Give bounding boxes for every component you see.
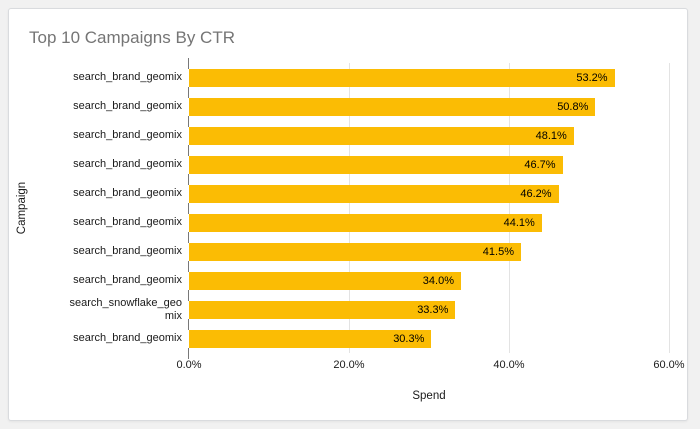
bar[interactable]: 34.0% xyxy=(189,271,461,290)
axis-tick xyxy=(188,173,189,185)
bar[interactable]: 50.8% xyxy=(189,97,596,116)
category-label: search_brand_geomix xyxy=(73,216,182,228)
axis-tick xyxy=(188,57,189,69)
y-axis-title: Campaign xyxy=(16,181,28,235)
bar[interactable]: 33.3% xyxy=(189,300,456,319)
chart-title: Top 10 Campaigns By CTR xyxy=(29,28,235,47)
axis-tick xyxy=(188,115,189,127)
category-label: search_brand_geomix xyxy=(73,187,182,199)
axis-tick xyxy=(188,202,189,214)
category-label: search_brand_geomix xyxy=(73,332,182,344)
bar[interactable]: 46.7% xyxy=(189,155,563,174)
bar-value-label: 30.3% xyxy=(393,332,425,345)
axis-tick xyxy=(188,144,189,156)
bar-value-label: 44.1% xyxy=(503,216,535,229)
bar[interactable]: 46.2% xyxy=(189,184,559,203)
bar-value-label: 53.2% xyxy=(576,71,608,84)
category-label: search_brand_geomix xyxy=(73,274,182,286)
bar[interactable]: 53.2% xyxy=(189,68,615,87)
category-label: search_brand_geomix xyxy=(73,158,182,170)
bar-value-label: 41.5% xyxy=(482,245,514,258)
axis-tick xyxy=(188,347,189,359)
bar-value-label: 48.1% xyxy=(535,129,567,142)
axis-tick xyxy=(188,231,189,243)
axis-tick xyxy=(188,318,189,330)
category-label: search_brand_geomix xyxy=(73,71,182,83)
bar[interactable]: 41.5% xyxy=(189,242,521,261)
x-axis-title: Spend xyxy=(412,390,446,402)
bar-value-label: 46.2% xyxy=(520,187,552,200)
x-axis-tick-label: 40.0% xyxy=(493,359,525,371)
category-label: search_brand_geomix xyxy=(73,245,182,257)
category-label: search_brand_geomix xyxy=(73,129,182,141)
x-axis-tick-label: 60.0% xyxy=(653,359,685,371)
gridline xyxy=(348,63,350,353)
x-axis-tick-label: 0.0% xyxy=(176,359,202,371)
bar-value-label: 50.8% xyxy=(557,100,589,113)
bar-value-label: 33.3% xyxy=(417,303,449,316)
axis-tick xyxy=(188,86,189,98)
gridline xyxy=(668,63,670,353)
category-label: search_snowflake_geo mix xyxy=(69,296,182,322)
bar[interactable]: 48.1% xyxy=(189,126,574,145)
bar[interactable]: 30.3% xyxy=(189,329,432,348)
gridline xyxy=(508,63,510,353)
category-label: search_brand_geomix xyxy=(73,100,182,112)
axis-tick xyxy=(188,260,189,272)
plot-area: search_brand_geomix 53.2% search_brand_geo… xyxy=(69,57,670,359)
chart-card[interactable]: Top 10 Campaigns By CTR Campaign search_… xyxy=(8,8,688,421)
axis-tick xyxy=(188,289,189,301)
bar[interactable]: 44.1% xyxy=(189,213,542,232)
bar-value-label: 46.7% xyxy=(524,158,556,171)
x-axis-tick-label: 20.0% xyxy=(333,359,365,371)
bar-value-label: 34.0% xyxy=(422,274,454,287)
